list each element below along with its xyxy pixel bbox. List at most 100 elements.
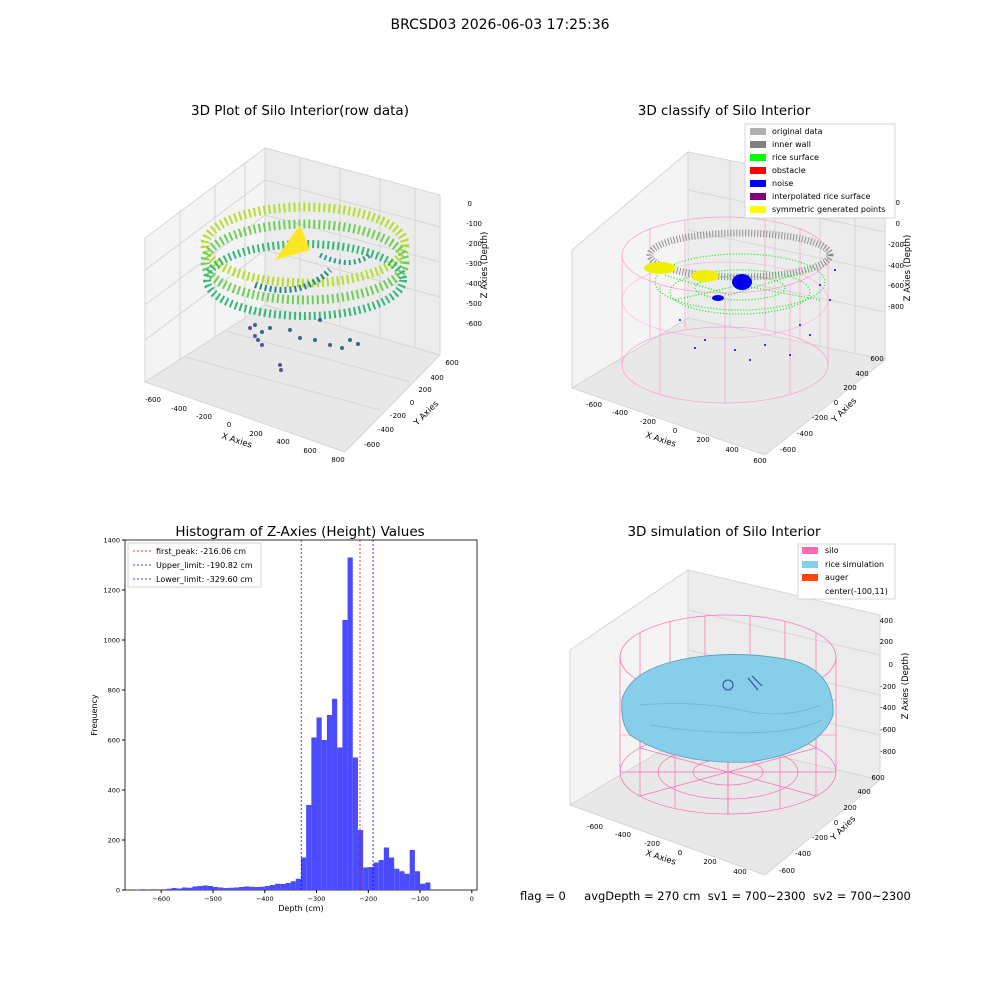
svg-text:−400: −400 [256,895,274,903]
histogram-bar [357,830,364,890]
svg-text:−300: −300 [308,895,326,903]
sim-rice-surface [621,654,834,763]
histogram-bar [187,887,193,890]
svg-text:rice surface: rice surface [772,153,819,162]
sim-z-tick: -800 [880,748,896,756]
legend-item-original-data: original data [750,127,823,136]
histogram-bar [363,867,369,890]
histogram-bar [290,881,296,890]
histogram-bar [202,885,208,890]
raw-deep-points [253,318,360,350]
raw-y-tick: 400 [430,374,443,382]
histogram-x-tick: −600 [152,890,170,903]
classify-y-tick: 200 [843,384,856,392]
histogram-bar [207,886,213,890]
raw-z-tick: -200 [466,240,482,248]
svg-text:1400: 1400 [103,537,120,545]
histogram-bar [285,883,291,890]
histogram-y-tick: 400 [108,787,125,795]
classify-plot-title: 3D classify of Silo Interior [637,103,811,119]
svg-text:center(-100,11): center(-100,11) [825,587,888,596]
histogram-bar [264,886,270,890]
legend-item-rice-surface: rice surface [750,153,819,162]
histogram-bar [150,889,157,890]
raw-x-tick: 200 [249,430,262,438]
histogram-title: Histogram of Z-Axies (Height) Values [175,524,424,540]
raw-x-tick: -600 [145,396,161,404]
raw-x-tick: 0 [227,421,231,429]
histogram-y-tick: 200 [108,837,125,845]
legend-item-lower-limit: Lower_limit: -329.60 cm [133,575,253,584]
classify-legend: original data inner wall rice surface ob… [744,123,896,219]
svg-text:0: 0 [116,887,120,895]
classify-z-tick: 0 [896,220,900,228]
classify-y-tick: 400 [855,370,868,378]
svg-text:200: 200 [108,837,120,845]
histogram-bar [176,888,182,890]
legend-item-symmetric-generated-points: symmetric generated points [750,205,885,214]
histogram-bar [161,889,167,890]
sim-z-tick: 200 [880,638,893,646]
classify-3d-plot: -600 -400 -200 0 200 400 600 X Axies 600… [570,123,913,465]
sim-x-tick: 0 [678,849,682,857]
legend-item-noise: noise [750,179,793,188]
histogram-bar [166,888,172,890]
histogram-bar [171,888,177,890]
svg-text:1200: 1200 [103,587,120,595]
histogram-bar [306,805,312,890]
histogram-bar [316,717,322,890]
histogram-x-tick: 0 [470,890,474,903]
raw-y-tick: 0 [410,399,414,407]
svg-text:Lower_limit: -329.60 cm: Lower_limit: -329.60 cm [156,575,253,584]
sim-auger [722,675,763,691]
histogram-bar [342,620,348,890]
histogram-bar [404,873,410,890]
svg-text:silo: silo [825,546,839,555]
svg-text:1000: 1000 [103,637,120,645]
classify-y-tick: -200 [812,414,828,422]
sim-y-tick: 400 [857,788,870,796]
sim-z-tick: -400 [880,704,896,712]
histogram-bar [140,889,146,890]
sim-x-tick: 200 [703,858,716,866]
svg-text:original data: original data [772,127,823,136]
histogram-x-tick: −300 [308,890,326,903]
svg-text:−200: −200 [359,895,377,903]
svg-text:−100: −100 [411,895,429,903]
legend-item-rice-simulation: rice simulation [802,560,884,569]
classify-y-tick: 0 [834,399,838,407]
sim-y-tick: 600 [871,774,884,782]
histogram-bar [259,886,265,890]
sim-z-tick: 0 [889,661,893,669]
histogram-bar [347,557,353,890]
svg-text:800: 800 [108,687,120,695]
histogram-bar [223,888,229,890]
classify-x-tick: 600 [753,457,766,465]
classify-noise [679,269,836,361]
classify-z-tick: -600 [888,282,904,290]
histogram-bar [373,862,379,890]
svg-text:400: 400 [108,787,120,795]
histogram-bar [352,757,358,890]
histogram-x-tick: −500 [204,890,222,903]
svg-text:noise: noise [772,179,793,188]
raw-y-tick: 600 [445,359,458,367]
sim-z-tick: -200 [880,683,896,691]
legend-item-upper-limit: Upper_limit: -190.82 cm [133,561,253,570]
legend-item-first-peak: first_peak: -216.06 cm [133,547,246,556]
histogram-y-tick: 1000 [103,637,125,645]
sim-y-tick: 0 [834,819,838,827]
raw-z-tick: -400 [466,280,482,288]
footer-flag: flag = 0 [520,889,566,903]
raw-deepest-points [248,326,283,372]
classify-y-tick: -400 [797,430,813,438]
histogram-bar [383,847,389,890]
histogram-bar [394,868,400,890]
histogram-x-tick: −200 [359,890,377,903]
histogram-y-tick: 600 [108,737,125,745]
raw-z-label: Z Axies (Depth) [480,232,490,299]
classify-z-label: Z Axies (Depth) [903,235,913,302]
histogram-bar [301,857,307,890]
histogram-bar [213,887,219,890]
histogram-y-tick: 1200 [103,587,125,595]
